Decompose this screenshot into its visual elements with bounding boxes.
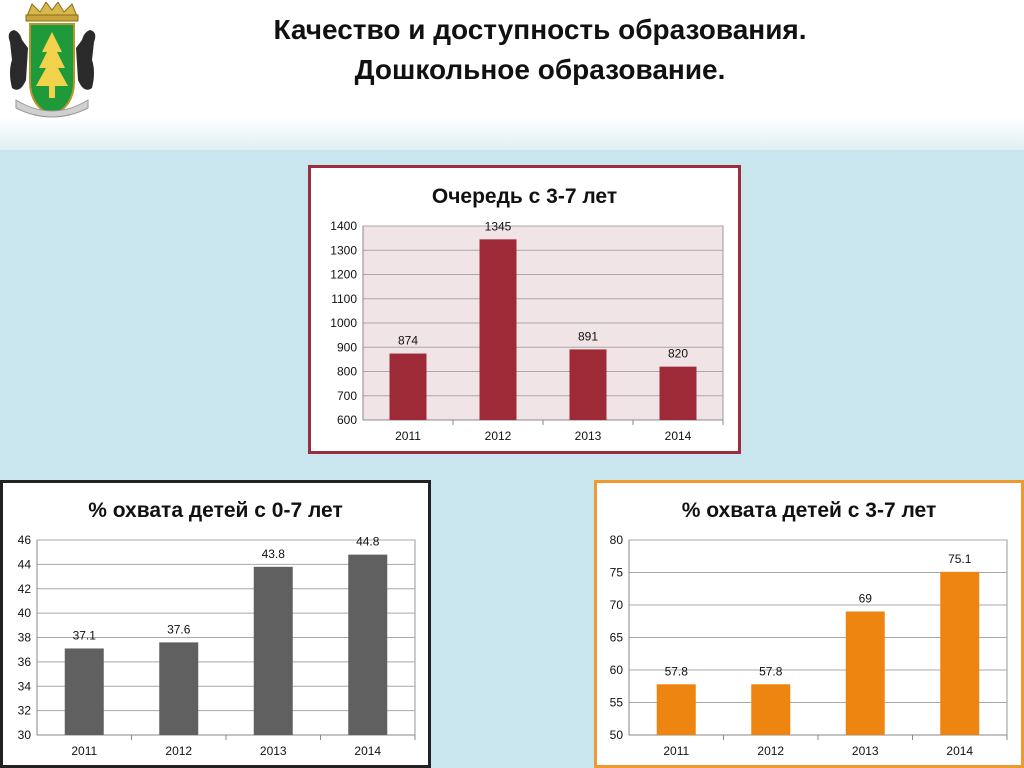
coverage-0-7-y-tick-label: 40 — [18, 606, 32, 620]
coverage-0-7-bar-2011 — [64, 648, 104, 735]
page-title-line-2: Дошкольное образование. — [354, 54, 726, 85]
coverage-3-7-title: % охвата детей с 3-7 лет — [682, 499, 937, 522]
page-title: Качество и доступность образования. Дошк… — [110, 10, 970, 90]
coverage-3-7-data-label-2011: 57.8 — [665, 664, 689, 678]
coverage-3-7-svg: % охвата детей с 3-7 лет 50 55 60 65 70 75 80 57… — [610, 499, 1008, 758]
coverage-0-7-title: % охвата детей с 0-7 лет — [88, 499, 343, 522]
coverage-0-7-y-tick-label: 30 — [18, 728, 32, 742]
page-title-line-1: Качество и доступность образования. — [273, 14, 807, 45]
queue-data-label-2013: 891 — [578, 329, 598, 343]
queue-y-tick-label: 1300 — [330, 243, 357, 257]
queue-y-tick-label: 1200 — [330, 268, 357, 282]
coverage-0-7-y-tick-label: 34 — [18, 679, 32, 693]
coverage-3-7-chart: % охвата детей с 3-7 лет 50 55 60 65 70 75 80 57… — [594, 480, 1024, 768]
queue-y-tick-label: 800 — [337, 365, 357, 379]
coverage-3-7-y-tick-label: 50 — [610, 728, 624, 742]
coverage-3-7-bar-2013 — [845, 611, 885, 735]
queue-data-label-2014: 820 — [668, 347, 688, 361]
coverage-0-7-x-tick-label-2013: 2013 — [260, 744, 287, 758]
queue-y-tick-label: 900 — [337, 340, 357, 354]
queue-bar-2012 — [479, 239, 517, 420]
coverage-0-7-x-tick-label-2012: 2012 — [165, 744, 192, 758]
coverage-3-7-y-tick-label: 55 — [610, 696, 624, 710]
coverage-0-7-bar-2014 — [348, 554, 388, 735]
coverage-3-7-y-tick-label: 70 — [610, 598, 624, 612]
coverage-3-7-y-tick-label: 80 — [610, 533, 624, 547]
queue-y-tick-label: 1400 — [330, 219, 357, 233]
coverage-0-7-y-tick-label: 38 — [18, 631, 32, 645]
coverage-0-7-bar-2012 — [159, 642, 199, 735]
coverage-0-7-x-tick-label-2014: 2014 — [354, 744, 381, 758]
queue-data-label-2012: 1345 — [485, 219, 512, 233]
queue-y-tick-label: 600 — [337, 413, 357, 427]
coverage-0-7-data-label-2014: 44.8 — [356, 535, 380, 549]
coverage-0-7-chart: % охвата детей с 0-7 лет 30 32 34 36 38 40 42 44… — [0, 480, 431, 768]
queue-bar-2011 — [389, 353, 427, 420]
coverage-3-7-data-label-2012: 57.8 — [759, 664, 783, 678]
header-band — [0, 0, 1024, 150]
coverage-3-7-data-label-2013: 69 — [859, 592, 873, 606]
coverage-0-7-bar-2013 — [253, 566, 293, 735]
queue-bar-2014 — [659, 366, 697, 420]
coverage-3-7-x-tick-label-2013: 2013 — [852, 744, 879, 758]
coverage-0-7-x-tick-label-2011: 2011 — [71, 744, 97, 758]
queue-title: Очередь с 3-7 лет — [432, 185, 617, 208]
queue-x-tick-label-2012: 2012 — [485, 429, 512, 443]
queue-chart: Очередь с 3-7 лет 600 700 800 900 1000 1100 120… — [308, 165, 741, 454]
coverage-3-7-x-tick-label-2012: 2012 — [757, 744, 784, 758]
coverage-0-7-y-tick-label: 32 — [18, 704, 32, 718]
queue-y-tick-label: 700 — [337, 389, 357, 403]
coverage-0-7-data-label-2013: 43.8 — [262, 547, 286, 561]
queue-x-tick-label-2014: 2014 — [665, 429, 692, 443]
coverage-0-7-data-label-2012: 37.6 — [167, 622, 191, 636]
coverage-3-7-data-label-2014: 75.1 — [948, 552, 972, 566]
coverage-3-7-y-tick-label: 65 — [610, 631, 624, 645]
coverage-0-7-y-tick-label: 44 — [18, 557, 32, 571]
coverage-0-7-y-tick-label: 36 — [18, 655, 32, 669]
coverage-3-7-y-tick-label: 60 — [610, 663, 624, 677]
coverage-0-7-data-label-2011: 37.1 — [73, 628, 97, 642]
queue-y-tick-label: 1000 — [330, 316, 357, 330]
queue-bar-2013 — [569, 349, 607, 420]
queue-x-tick-label-2011: 2011 — [395, 429, 421, 443]
coverage-3-7-x-tick-label-2014: 2014 — [946, 744, 973, 758]
queue-x-tick-label-2013: 2013 — [575, 429, 602, 443]
coverage-0-7-y-tick-label: 46 — [18, 533, 32, 547]
coverage-3-7-bar-2014 — [940, 571, 980, 735]
coverage-0-7-svg: % охвата детей с 0-7 лет 30 32 34 36 38 40 42 44… — [18, 499, 416, 758]
coat-of-arms-icon — [2, 1, 102, 126]
queue-y-tick-label: 1100 — [331, 292, 357, 306]
coverage-3-7-y-tick-label: 75 — [610, 566, 624, 580]
queue-data-label-2011: 874 — [398, 334, 418, 348]
coverage-0-7-y-tick-label: 42 — [18, 582, 32, 596]
coverage-3-7-x-tick-label-2011: 2011 — [663, 744, 689, 758]
coverage-3-7-bar-2012 — [751, 684, 791, 735]
coverage-3-7-bar-2011 — [656, 684, 696, 735]
queue-svg: Очередь с 3-7 лет 600 700 800 900 1000 1100 120… — [330, 185, 724, 443]
